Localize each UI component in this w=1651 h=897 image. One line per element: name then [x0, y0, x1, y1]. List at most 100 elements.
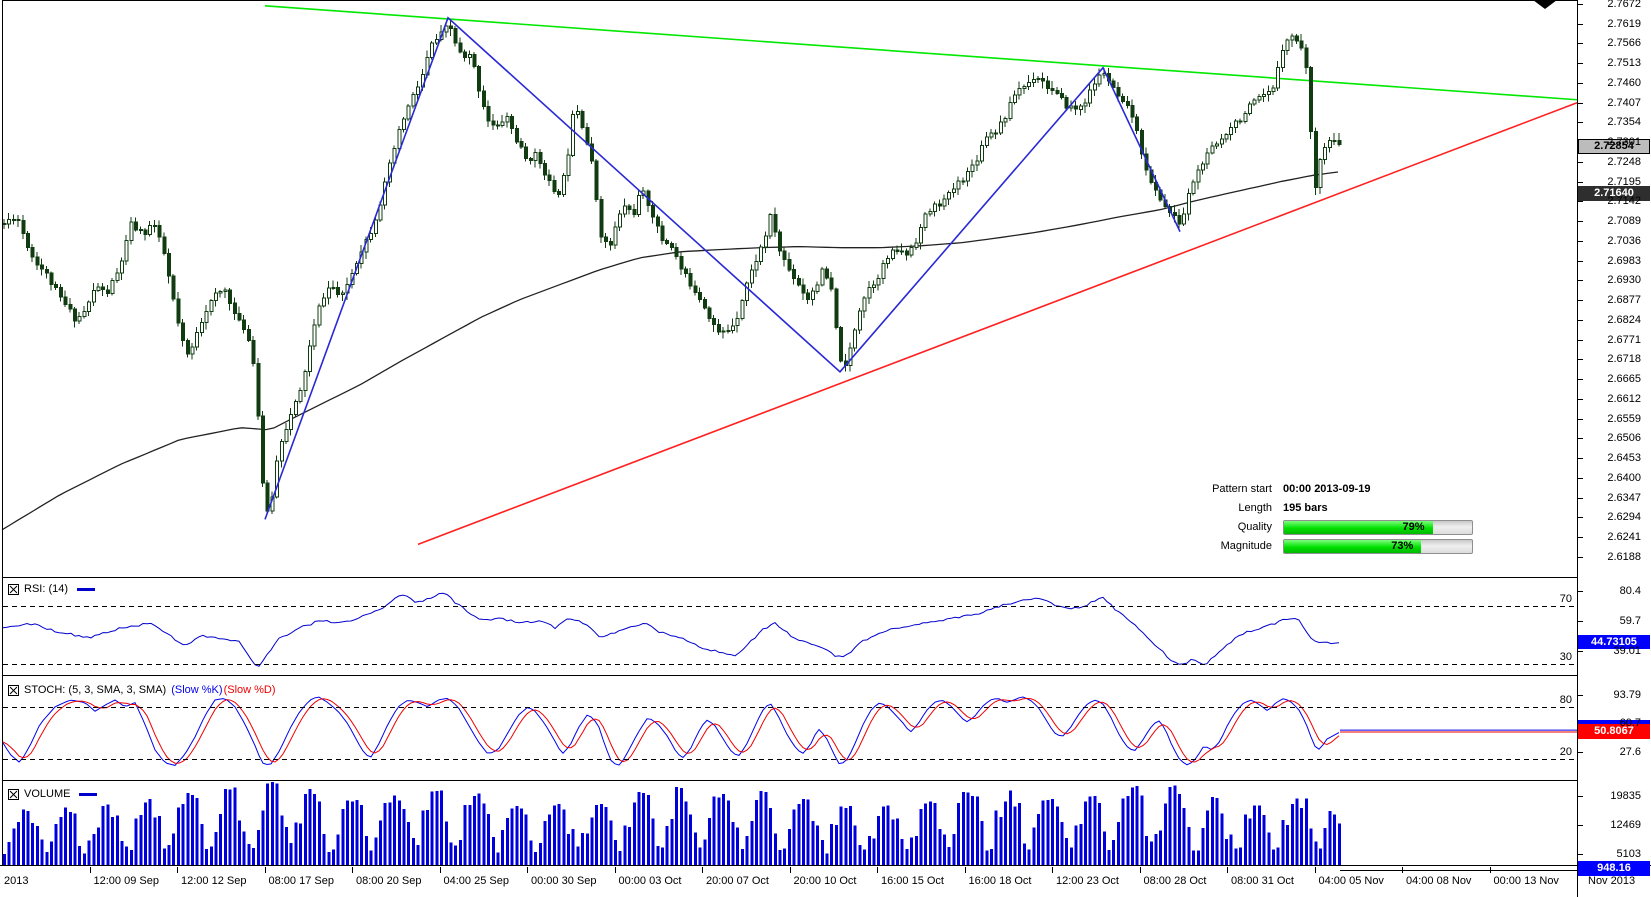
- threshold-lines: [3, 606, 1576, 760]
- time-axis-label: 04:00 25 Sep: [443, 875, 509, 887]
- price-tick-label: 2.7142: [1607, 195, 1641, 208]
- pattern-length-value: 195 bars: [1283, 502, 1328, 514]
- axis-tick-marks: [90, 4, 1583, 873]
- pattern-start-value: 00:00 2013-09-19: [1283, 483, 1371, 495]
- stoch-k-legend-label: (Slow %K): [171, 684, 223, 696]
- price-tick-label: 2.7036: [1607, 234, 1641, 247]
- price-tick-label: 2.6559: [1607, 412, 1641, 425]
- price-tick-label: 2.7619: [1607, 17, 1641, 30]
- axis-marker-triangle-icon: [1533, 0, 1557, 9]
- price-tick-label: 2.6612: [1607, 392, 1641, 405]
- pattern-magnitude-label: Magnitude: [1220, 540, 1272, 552]
- time-axis-label: 12:00 12 Sep: [181, 875, 247, 887]
- volume-tick-label: 19835: [1610, 789, 1641, 802]
- price-tick-label: 2.7513: [1607, 57, 1641, 70]
- rsi-tick-label: 39.01: [1613, 645, 1641, 657]
- zigzag-pattern: [264, 16, 1181, 520]
- price-tick-label: 2.6347: [1607, 491, 1641, 504]
- rsi-line: [2, 592, 1340, 667]
- price-tick-label: 2.6877: [1607, 294, 1641, 307]
- time-axis-label: 08:00 17 Sep: [268, 875, 334, 887]
- pattern-length-row: Length 195 bars: [1180, 500, 1480, 516]
- price-tick-label: 2.6983: [1607, 254, 1641, 267]
- price-tick-label: 2.7301: [1607, 136, 1641, 149]
- price-tick-label: 2.6718: [1607, 353, 1641, 366]
- sma-line: [1, 171, 1339, 531]
- rsi-line-legend: [77, 587, 96, 591]
- price-tick-label: 2.6453: [1607, 452, 1641, 465]
- volume-panel-header: VOLUME: [8, 788, 98, 800]
- time-axis-label: 12:00 23 Oct: [1056, 875, 1119, 887]
- quality-progress-fill: 79%: [1284, 520, 1433, 534]
- stoch-tick-label: 93.79: [1613, 689, 1641, 701]
- price-tick-label: 2.6665: [1607, 373, 1641, 386]
- time-axis-label: 20:00 07 Oct: [706, 875, 769, 887]
- time-axis-label: 00:00 03 Oct: [618, 875, 682, 887]
- time-axis-label: 00:00 13 Nov: [1493, 875, 1559, 887]
- volume-bars: [3, 781, 1577, 871]
- time-axis-label: 04:00 05 Nov: [1318, 875, 1384, 887]
- rsi-upper-threshold-label: 70: [1559, 593, 1572, 606]
- pattern-quality-label: Quality: [1237, 521, 1272, 533]
- price-tick-label: 2.7566: [1607, 37, 1641, 50]
- price-tick-label: 2.7089: [1607, 215, 1641, 228]
- time-axis-label: 20:00 10 Oct: [793, 875, 857, 887]
- stoch-title-label: STOCH: (5, 3, SMA, 3, SMA): [24, 684, 167, 696]
- rsi-tick-label: 80.4: [1619, 585, 1641, 597]
- time-axis-label: 08:00 20 Sep: [356, 875, 422, 887]
- magnitude-progress-fill: 73%: [1284, 539, 1422, 553]
- time-axis-label: 00:00 30 Sep: [531, 875, 597, 887]
- price-tick-label: 2.6400: [1607, 471, 1641, 484]
- bid-price-box: 2.72854: [1578, 139, 1650, 154]
- stoch-upper-threshold-label: 80: [1559, 693, 1572, 706]
- price-tick-label: 2.7407: [1607, 96, 1641, 109]
- time-axis-label: 16:00 18 Oct: [968, 875, 1032, 887]
- time-axis-label: 2013: [4, 875, 29, 887]
- time-axis-label: 16:00 15 Oct: [881, 875, 944, 887]
- rsi-title-label: RSI: (14): [24, 583, 69, 595]
- magnitude-progress-bar: 73%: [1283, 538, 1473, 554]
- magnitude-percent-text: 73%: [1391, 540, 1414, 552]
- price-tick-label: 2.6241: [1607, 531, 1641, 544]
- pattern-quality-row: Quality 79%: [1180, 519, 1480, 535]
- volume-tick-label: 5103: [1616, 847, 1641, 860]
- pattern-start-label: Pattern start: [1212, 483, 1272, 495]
- price-tick-label: 2.6930: [1607, 274, 1641, 287]
- rsi-panel-header: RSI: (14): [8, 583, 96, 595]
- candlestick-series: [2, 20, 1342, 515]
- volume-checkbox[interactable]: [8, 788, 19, 800]
- price-tick-label: 2.6824: [1607, 313, 1641, 326]
- stoch-k-line: [2, 696, 1577, 766]
- time-axis-label: 12:00 09 Sep: [93, 875, 159, 887]
- stoch-d-value-box: 50.8067: [1578, 724, 1650, 739]
- trendlines: [264, 5, 1578, 546]
- stoch-checkbox[interactable]: [8, 684, 19, 696]
- time-axis-label: 04:00 08 Nov: [1406, 875, 1472, 887]
- price-tick-label: 2.7672: [1607, 0, 1641, 10]
- price-tick-label: 2.6506: [1607, 432, 1641, 445]
- volume-title-label: VOLUME: [24, 788, 71, 800]
- volume-legend: [79, 792, 98, 796]
- price-tick-label: 2.6188: [1607, 550, 1641, 563]
- stoch-lower-threshold-label: 20: [1559, 745, 1572, 758]
- stoch-tick-label: 27.6: [1619, 745, 1641, 758]
- rsi-checkbox[interactable]: [8, 583, 19, 595]
- price-tick-label: 2.7248: [1607, 155, 1641, 168]
- marked-level-price-box: 2.71640: [1578, 186, 1650, 201]
- quality-percent-text: 79%: [1402, 521, 1425, 533]
- pattern-length-label: Length: [1238, 502, 1272, 514]
- price-tick-label: 2.7195: [1607, 175, 1641, 188]
- rsi-value-box: 44.73105: [1578, 635, 1650, 649]
- time-axis-label: 08:00 28 Oct: [1143, 875, 1207, 887]
- pattern-magnitude-row: Magnitude 73%: [1180, 538, 1480, 554]
- volume-value-box: 948.16: [1578, 861, 1650, 876]
- time-axis-label: 08:00 31 Oct: [1231, 875, 1294, 887]
- quality-progress-bar: 79%: [1283, 519, 1473, 535]
- rsi-tick-label: 59.7: [1619, 615, 1641, 627]
- price-tick-label: 2.7354: [1607, 116, 1641, 129]
- pattern-start-row: Pattern start 00:00 2013-09-19: [1180, 481, 1480, 497]
- time-axis-year-label: Nov 2013: [1588, 875, 1636, 887]
